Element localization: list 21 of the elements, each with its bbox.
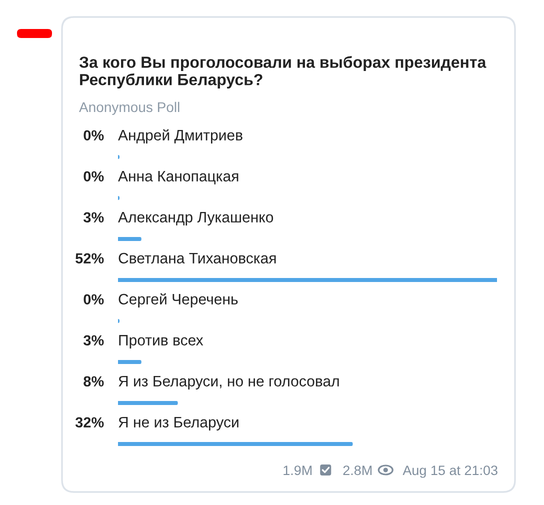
- text: 2.8M: [343, 466, 372, 476]
- y-tick-label: Я не из Беларуси: [118, 417, 238, 430]
- y-tick-label: Анна Канопацкая: [118, 171, 238, 184]
- data-label: 3%: [83, 212, 104, 222]
- data-label: 32%: [75, 417, 104, 428]
- data-label: 0%: [84, 294, 104, 304]
- chart-subtitle: Anonymous Poll: [79, 102, 180, 115]
- data-label: 3%: [83, 335, 104, 346]
- y-tick-label: Я из Беларуси, но не голосовал: [118, 376, 339, 390]
- text: Aug 15 at 21:03: [402, 466, 498, 478]
- text: 1.9M: [284, 466, 312, 476]
- y-tick-label: Светлана Тихановская: [118, 252, 276, 264]
- data-label: 8%: [84, 376, 104, 386]
- y-tick-label: Против всех: [119, 335, 204, 348]
- data-label: 0%: [84, 130, 104, 140]
- y-tick-label: Сергей Черечень: [118, 293, 238, 308]
- data-label: 52%: [76, 253, 104, 264]
- y-tick-label: Андрей Дмитриев: [118, 129, 242, 144]
- data-label: 0%: [84, 171, 104, 182]
- y-tick-label: Александр Лукашенко: [118, 212, 274, 226]
- chart-title: За кого Вы проголосовали на выборах президента Республики Беларусь?: [79, 56, 486, 88]
